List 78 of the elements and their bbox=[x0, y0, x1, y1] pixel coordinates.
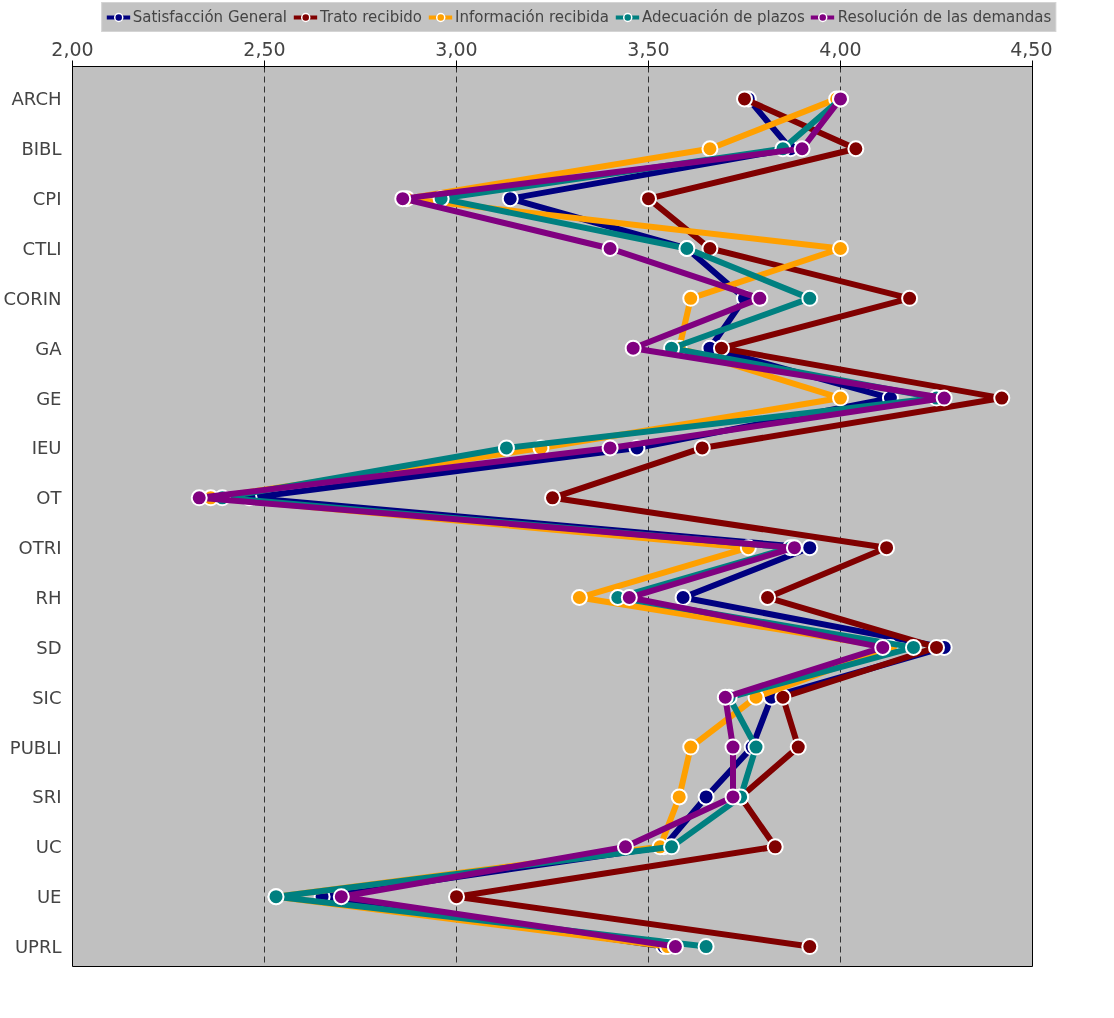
point bbox=[801, 289, 819, 307]
point bbox=[832, 389, 849, 407]
point bbox=[832, 240, 849, 257]
point bbox=[601, 240, 619, 257]
point bbox=[616, 838, 634, 856]
y-tick-label: UPRL bbox=[14, 936, 62, 958]
y-tick-label: OTRI bbox=[18, 537, 62, 559]
y-tick-label: SRI bbox=[32, 786, 62, 808]
y-tick-label: GA bbox=[35, 337, 63, 359]
point bbox=[332, 888, 350, 906]
point bbox=[759, 589, 777, 607]
point bbox=[448, 888, 465, 906]
point bbox=[501, 190, 519, 208]
y-tick-label: CTLI bbox=[22, 237, 62, 259]
y-tick-label: CPI bbox=[32, 188, 62, 210]
point bbox=[751, 289, 769, 307]
point bbox=[801, 539, 819, 557]
point bbox=[774, 688, 792, 706]
y-tick-label: SD bbox=[36, 636, 62, 658]
point bbox=[544, 489, 561, 507]
point bbox=[935, 389, 953, 407]
point bbox=[874, 638, 892, 656]
point bbox=[789, 738, 807, 756]
x-tick-label: 2,50 bbox=[243, 37, 286, 60]
point bbox=[670, 788, 688, 806]
x-tick-label: 4,00 bbox=[819, 37, 862, 60]
y-tick-label: OT bbox=[36, 487, 63, 509]
point bbox=[766, 838, 784, 856]
point bbox=[682, 289, 700, 307]
x-tick-label: 3,50 bbox=[627, 37, 670, 60]
legend-label: Adecuación de plazos bbox=[641, 8, 805, 26]
y-tick-label: PUBLI bbox=[9, 736, 62, 758]
y-tick-label: RH bbox=[35, 587, 62, 609]
x-tick-label: 4,50 bbox=[1010, 37, 1053, 60]
point bbox=[697, 938, 715, 956]
x-tick-label: 3,00 bbox=[435, 37, 478, 60]
point bbox=[682, 738, 700, 756]
legend-label: Resolución de las demandas bbox=[837, 8, 1052, 26]
y-tick-label: UC bbox=[35, 836, 62, 858]
point bbox=[993, 389, 1011, 407]
point bbox=[666, 938, 684, 956]
point bbox=[620, 589, 638, 607]
point bbox=[701, 140, 719, 158]
point bbox=[724, 788, 742, 806]
point bbox=[640, 190, 657, 208]
point bbox=[801, 938, 819, 956]
point bbox=[190, 489, 208, 507]
y-tick-label: BIBL bbox=[21, 138, 62, 160]
point bbox=[693, 439, 711, 457]
legend-label: Satisfacción General bbox=[132, 8, 288, 26]
x-tick-label: 2,00 bbox=[51, 37, 94, 60]
y-tick-label: UE bbox=[36, 886, 62, 908]
point bbox=[570, 589, 588, 607]
point bbox=[601, 439, 619, 457]
legend-label: Información recibida bbox=[455, 8, 609, 26]
point bbox=[674, 589, 692, 607]
point bbox=[847, 140, 865, 158]
y-tick-label: SIC bbox=[32, 686, 62, 708]
point bbox=[901, 289, 919, 307]
point bbox=[497, 439, 515, 457]
point bbox=[663, 838, 681, 856]
point bbox=[904, 638, 922, 656]
point bbox=[793, 140, 811, 158]
point bbox=[697, 788, 715, 806]
y-tick-label: IEU bbox=[31, 437, 62, 459]
point bbox=[747, 738, 765, 756]
y-tick-label: CORIN bbox=[3, 287, 62, 309]
point bbox=[878, 539, 896, 557]
point bbox=[394, 190, 412, 208]
point bbox=[928, 638, 945, 656]
point bbox=[724, 738, 742, 756]
y-tick-label: GE bbox=[36, 387, 62, 409]
y-tick-label: ARCH bbox=[11, 88, 62, 110]
point bbox=[716, 688, 734, 706]
point bbox=[712, 339, 730, 357]
point bbox=[736, 90, 753, 108]
point bbox=[624, 339, 642, 357]
legend-label: Trato recibido bbox=[320, 8, 423, 26]
